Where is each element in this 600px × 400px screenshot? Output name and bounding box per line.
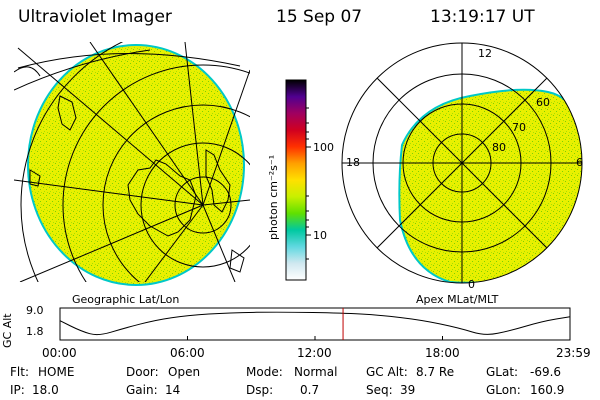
auroral-oval-image <box>398 88 582 283</box>
altitude-x-tick-1800: 18:00 <box>425 346 460 360</box>
status-ip-value: 18.0 <box>32 383 59 397</box>
status-dsp-value: 0.7 <box>300 383 320 397</box>
status-gain-value: 14 <box>165 383 181 397</box>
mlt-label-18: 18 <box>346 156 360 169</box>
mlt-label-12: 12 <box>478 47 492 60</box>
status-seq-label: Seq: <box>366 383 393 397</box>
altitude-x-tick-2359: 23:59 <box>556 346 591 360</box>
status-glat-label: GLat: <box>486 365 519 379</box>
colorbar-tick-100: 100 <box>313 141 334 154</box>
status-dsp-label: Dsp: <box>246 383 274 397</box>
status-gc-alt-label: GC Alt: <box>366 365 408 379</box>
observation-time: 13:19:17 UT <box>430 7 535 27</box>
mlt-label-6: 6 <box>576 156 583 169</box>
instrument-title: Ultraviolet Imager <box>18 7 172 27</box>
coastlines <box>14 66 245 273</box>
status-glat-value: -69.6 <box>530 365 562 379</box>
status-door-value: Open <box>168 365 201 379</box>
altitude-x-tick-0000: 00:00 <box>42 346 77 360</box>
status-flight-label: Flt: <box>10 365 29 379</box>
colorbar-tick-10: 10 <box>313 229 327 242</box>
status-mode-value: Normal <box>294 365 338 379</box>
polar-grid <box>341 42 583 284</box>
altitude-y-tick-min: 1.8 <box>26 325 44 338</box>
colorbar-tick-marks <box>306 107 311 260</box>
altitude-x-tickmarks <box>59 336 571 340</box>
status-gain-label: Gain: <box>126 383 158 397</box>
altitude-curve <box>59 311 571 336</box>
apex-polar-panel <box>341 42 583 284</box>
status-glon-value: 160.9 <box>530 383 565 397</box>
status-mode-label: Mode: <box>246 365 283 379</box>
geographic-panel <box>14 42 250 286</box>
status-flight-value: HOME <box>38 365 75 379</box>
observation-date: 15 Sep 07 <box>276 7 363 27</box>
altitude-x-tick-0600: 06:00 <box>170 346 205 360</box>
status-glon-label: GLon: <box>486 383 521 397</box>
altitude-y-label: GC Alt <box>1 313 14 348</box>
status-seq-value: 39 <box>400 383 416 397</box>
polar-panel-caption: Apex MLat/MLT <box>416 293 499 306</box>
mlt-label-0: 0 <box>468 278 475 291</box>
altitude-y-tick-max: 9.0 <box>26 304 44 317</box>
intensity-colorbar <box>285 79 311 281</box>
mlat-label-80: 80 <box>492 141 506 154</box>
colorbar-unit-label: photon cm⁻²s⁻¹ <box>267 154 280 240</box>
status-ip-label: IP: <box>10 383 25 397</box>
altitude-plot <box>59 307 571 341</box>
mlat-label-70: 70 <box>512 121 526 134</box>
colorbar-ramp <box>285 79 307 281</box>
status-door-label: Door: <box>126 365 159 379</box>
geo-panel-caption: Geographic Lat/Lon <box>72 293 180 306</box>
status-gc-alt-value: 8.7 Re <box>416 365 455 379</box>
altitude-x-tick-1200: 12:00 <box>297 346 332 360</box>
earth-disk-icon <box>27 44 245 286</box>
mlat-label-60: 60 <box>536 96 550 109</box>
